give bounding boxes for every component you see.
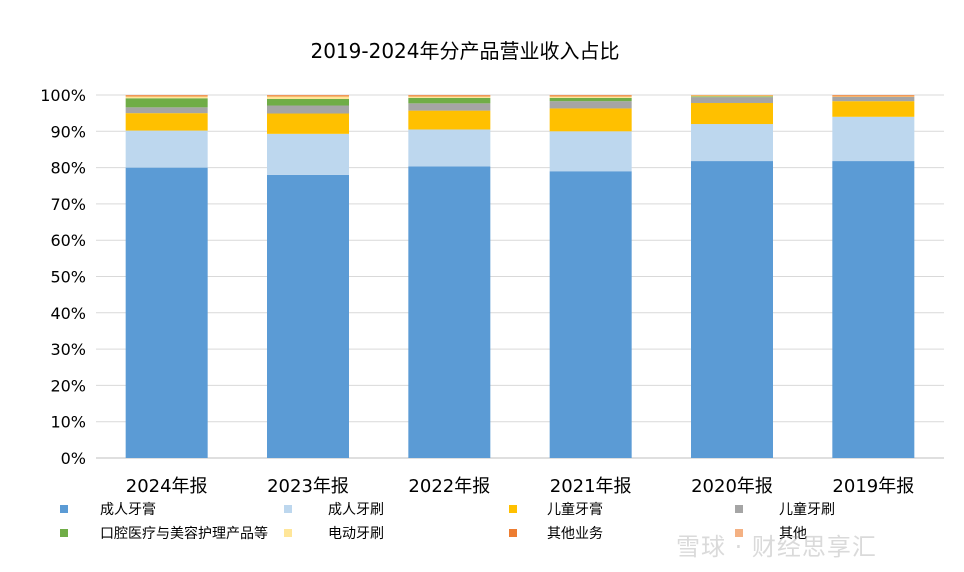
- bar-segment: [267, 98, 349, 106]
- bar-segment: [832, 116, 915, 162]
- legend-swatch: [509, 505, 517, 513]
- legend-item: 儿童牙刷: [735, 500, 955, 518]
- watermark: 雪球 · 财经思享汇: [676, 533, 877, 561]
- legend-swatch: [735, 505, 743, 513]
- bar-segment: [408, 166, 491, 459]
- y-tick-label: 80%: [50, 159, 86, 178]
- bar-segment: [549, 101, 632, 109]
- bar-segment: [125, 95, 208, 96]
- legend-label: 成人牙膏: [100, 502, 156, 518]
- y-tick-label: 10%: [50, 413, 86, 432]
- bar-segment: [691, 102, 773, 125]
- bar-segment: [408, 97, 491, 104]
- x-tick-label: 2019年报: [832, 476, 914, 497]
- y-tick-label: 100%: [40, 86, 86, 105]
- bar-segment: [408, 95, 491, 97]
- bar-segment: [408, 103, 491, 111]
- legend-item: 其他: [735, 524, 955, 542]
- legend-swatch: [284, 505, 292, 513]
- bar-segment: [408, 129, 491, 167]
- legend-swatch: [509, 529, 517, 537]
- y-tick-label: 70%: [50, 195, 86, 214]
- bar-segment: [832, 161, 915, 459]
- legend-item: 成人牙膏: [60, 500, 280, 518]
- bar-segment: [549, 95, 632, 96]
- bar-segment: [549, 95, 632, 97]
- y-tick-label: 0%: [61, 449, 86, 468]
- y-axis-ticks: 0% 10% 20% 30% 40% 50% 60% 70% 80% 90% 100%: [40, 86, 86, 468]
- legend-label: 其他: [779, 526, 807, 542]
- gridlines: [96, 94, 944, 459]
- bar-segment: [125, 96, 208, 99]
- legend-swatch: [284, 529, 292, 537]
- legend-label: 口腔医疗与美容护理产品等: [100, 526, 268, 542]
- chart-title: 2019-2024年分产品营业收入占比: [310, 39, 619, 63]
- bar-segment: [267, 133, 349, 175]
- x-tick-label: 2024年报: [126, 476, 208, 497]
- bar-segment: [125, 113, 208, 131]
- legend-swatch: [735, 529, 743, 537]
- legend-label: 其他业务: [547, 526, 603, 542]
- y-tick-label: 60%: [50, 231, 86, 250]
- bar-segment: [549, 108, 632, 132]
- bar-segment: [267, 113, 349, 134]
- legend-swatch: [60, 505, 68, 513]
- x-tick-label: 2022年报: [408, 476, 490, 497]
- bar-segment: [267, 95, 349, 97]
- bar-segment: [125, 107, 208, 114]
- legend-label: 电动牙刷: [328, 526, 384, 542]
- bar-segment: [691, 124, 773, 162]
- x-tick-label: 2020年报: [691, 476, 773, 497]
- bar-segment: [125, 130, 208, 168]
- bar-segment: [832, 96, 915, 102]
- bar-segment: [267, 174, 349, 459]
- legend-label: 儿童牙膏: [547, 502, 603, 518]
- bar-segment: [691, 95, 773, 96]
- bar-segment: [691, 97, 773, 103]
- x-tick-label: 2023年报: [267, 476, 349, 497]
- bar-segment: [408, 110, 491, 130]
- legend-label: 儿童牙刷: [779, 502, 835, 518]
- bar-segment: [408, 96, 491, 98]
- y-tick-label: 50%: [50, 268, 86, 287]
- legend-swatch: [60, 529, 68, 537]
- bar-segment: [267, 105, 349, 114]
- bar-segment: [549, 171, 632, 459]
- legend: 成人牙膏 成人牙刷 儿童牙膏 儿童牙刷口腔医疗与美容护理产品等 电动牙刷 其他业务 其他: [0, 498, 964, 558]
- bar-segment: [691, 161, 773, 459]
- bar-segment: [125, 95, 208, 97]
- legend-label: 成人牙刷: [328, 502, 384, 518]
- bar-segment: [832, 101, 915, 117]
- x-tick-label: 2021年报: [550, 476, 632, 497]
- y-tick-label: 90%: [50, 122, 86, 141]
- bar-segment: [125, 98, 208, 108]
- legend-item: 成人牙刷: [284, 500, 504, 518]
- x-axis-ticks: 2024年报 2023年报 2022年报 2021年报 2020年报 2019年报: [126, 476, 914, 497]
- bars: [125, 95, 915, 459]
- bar-segment: [549, 96, 632, 98]
- legend-item: 口腔医疗与美容护理产品等: [60, 524, 280, 542]
- bar-segment: [832, 96, 915, 97]
- bar-segment: [408, 95, 491, 96]
- bar-segment: [549, 131, 632, 172]
- legend-item: 电动牙刷: [284, 524, 504, 542]
- bar-segment: [691, 96, 773, 98]
- legend-item: 其他业务: [509, 524, 729, 542]
- bar-segment: [832, 95, 915, 97]
- y-tick-label: 40%: [50, 304, 86, 323]
- legend-item: 儿童牙膏: [509, 500, 729, 518]
- y-tick-label: 30%: [50, 340, 86, 359]
- bar-segment: [267, 95, 349, 96]
- bar-segment: [832, 95, 915, 96]
- y-tick-label: 20%: [50, 376, 86, 395]
- bar-segment: [267, 96, 349, 99]
- bar-segment: [691, 95, 773, 97]
- bar-segment: [125, 167, 208, 458]
- bar-segment: [549, 97, 632, 102]
